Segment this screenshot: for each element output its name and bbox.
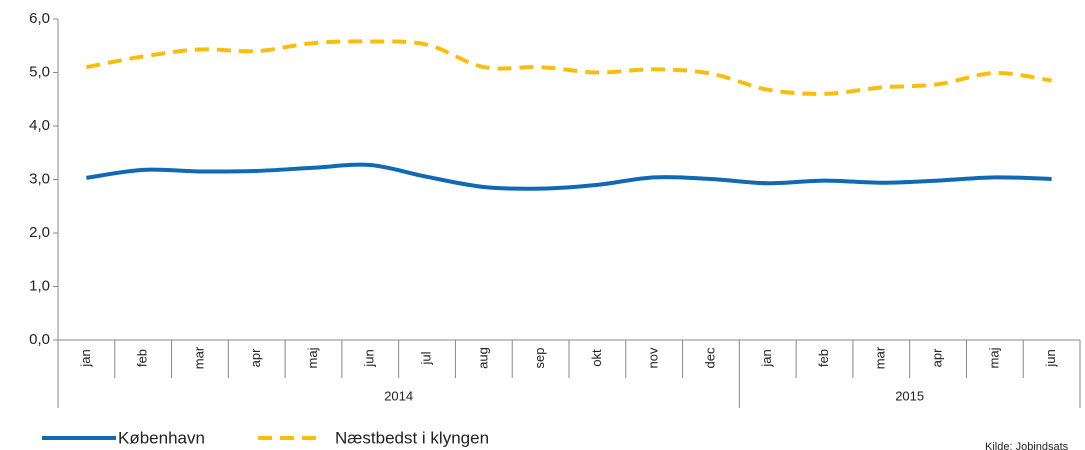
x-tick-label: feb [816, 349, 831, 367]
x-tick-label: nov [646, 347, 661, 368]
y-tick-label: 5,0 [29, 63, 50, 80]
line-series [86, 162, 1052, 191]
legend-label: Næstbedst i klyngen [335, 428, 489, 447]
x-group-label: 2015 [895, 388, 924, 403]
source-note: Kilde: Jobindsats [985, 441, 1069, 450]
x-tick-label: apr [248, 348, 263, 367]
x-tick-label: mar [191, 346, 206, 369]
legend-label: København [118, 428, 205, 447]
y-tick-label: 3,0 [29, 170, 50, 187]
x-tick-label: feb [135, 349, 150, 367]
x-tick-label: apr [929, 348, 944, 367]
x-tick-label: jun [362, 349, 377, 367]
y-tick-label: 2,0 [29, 224, 50, 241]
y-tick-label: 0,0 [29, 331, 50, 348]
x-group-label: 2014 [384, 388, 413, 403]
y-tick-label: 6,0 [29, 10, 50, 27]
x-tick-label: mar [873, 346, 888, 369]
x-tick-label: jun [1043, 349, 1058, 367]
line-series [86, 39, 1052, 96]
x-tick-label: aug [475, 347, 490, 369]
x-tick-label: okt [589, 349, 604, 367]
x-tick-label: maj [986, 347, 1001, 368]
x-tick-label: dec [702, 347, 717, 368]
x-tick-label: jan [759, 349, 774, 367]
x-tick-label: jan [78, 349, 93, 367]
x-tick-label: maj [305, 347, 320, 368]
x-tick-label: sep [532, 348, 547, 369]
y-tick-label: 1,0 [29, 277, 50, 294]
x-tick-label: jul [418, 351, 433, 365]
y-tick-label: 4,0 [29, 117, 50, 134]
